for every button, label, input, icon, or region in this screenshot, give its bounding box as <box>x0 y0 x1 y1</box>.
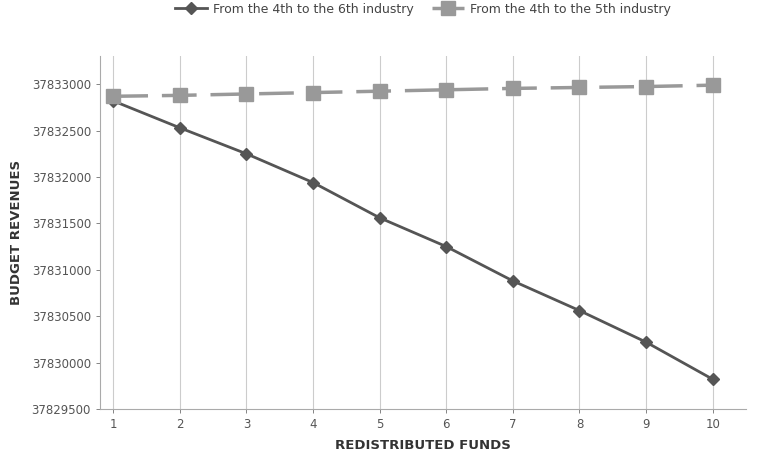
From the 4th to the 5th industry <box>175 93 185 98</box>
From the 4th to the 5th industry <box>242 91 251 97</box>
From the 4th to the 5th industry <box>441 87 451 93</box>
From the 4th to the 5th industry <box>308 90 318 95</box>
Line: From the 4th to the 5th industry: From the 4th to the 5th industry <box>106 78 720 103</box>
Line: From the 4th to the 6th industry: From the 4th to the 6th industry <box>109 97 717 384</box>
From the 4th to the 6th industry <box>242 151 251 157</box>
From the 4th to the 6th industry <box>641 339 651 345</box>
From the 4th to the 6th industry <box>508 278 518 284</box>
From the 4th to the 5th industry <box>375 88 384 94</box>
From the 4th to the 6th industry <box>175 125 185 131</box>
From the 4th to the 6th industry <box>108 98 118 104</box>
From the 4th to the 6th industry <box>375 215 384 220</box>
From the 4th to the 6th industry <box>708 376 717 382</box>
From the 4th to the 6th industry <box>575 308 584 313</box>
From the 4th to the 5th industry <box>708 82 717 88</box>
From the 4th to the 5th industry <box>575 85 584 90</box>
From the 4th to the 5th industry <box>108 94 118 99</box>
From the 4th to the 6th industry <box>308 180 318 185</box>
From the 4th to the 6th industry <box>441 244 451 250</box>
From the 4th to the 5th industry <box>508 86 518 91</box>
From the 4th to the 5th industry <box>641 84 651 89</box>
X-axis label: REDISTRIBUTED FUNDS: REDISTRIBUTED FUNDS <box>335 439 511 452</box>
Y-axis label: BUDGET REVENUES: BUDGET REVENUES <box>10 160 23 305</box>
Legend: From the 4th to the 6th industry, From the 4th to the 5th industry: From the 4th to the 6th industry, From t… <box>175 3 671 16</box>
